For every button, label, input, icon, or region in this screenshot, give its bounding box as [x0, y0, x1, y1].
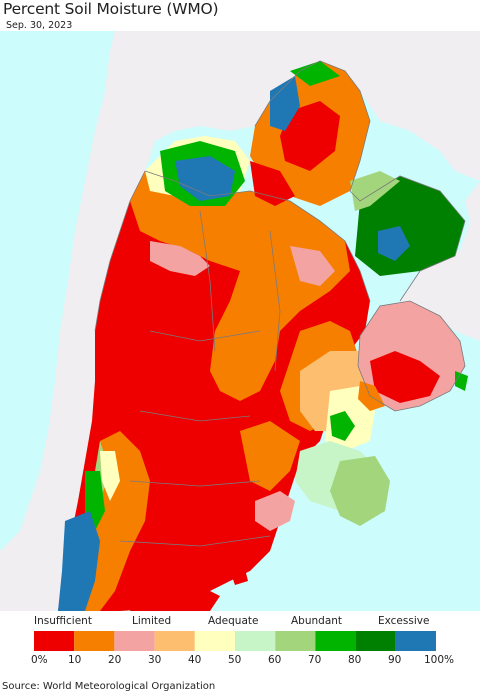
legend-label-excessive: Excessive: [378, 615, 430, 627]
legend-swatch: [355, 631, 396, 651]
legend-swatch: [154, 631, 195, 651]
region-orange-pampas: [240, 421, 300, 491]
region-orange-north: [130, 171, 350, 401]
legend-tick-7: 70: [308, 654, 322, 666]
region-uruguay-green: [455, 371, 468, 391]
legend-tick-9: 90: [388, 654, 402, 666]
legend-swatch: [34, 631, 75, 651]
source-credit: Source: World Meteorological Organizatio…: [2, 681, 216, 692]
region-brazil-south-lightgreen: [350, 171, 400, 211]
legend-label-insufficient: Insufficient: [34, 615, 92, 627]
legend-swatch: [74, 631, 115, 651]
region-blue-south: [58, 511, 100, 611]
region-blue-chaco: [175, 156, 235, 201]
region-uruguay-orange: [358, 381, 385, 411]
legend-label-adequate: Adequate: [208, 615, 259, 627]
legend-tick-5: 50: [228, 654, 242, 666]
region-green-coast: [330, 411, 355, 441]
legend-tick-2: 20: [108, 654, 122, 666]
map-title: Percent Soil Moisture (WMO): [3, 0, 219, 18]
region-pink-coast: [255, 491, 295, 531]
map-date: Sep. 30, 2023: [6, 20, 73, 31]
legend-swatch: [235, 631, 276, 651]
legend-tick-0: 0%: [31, 654, 48, 666]
soil-moisture-map: [0, 31, 480, 611]
legend-color-bar: [34, 631, 436, 651]
region-uruguay-red: [370, 351, 440, 403]
legend-tick-8: 80: [348, 654, 362, 666]
region-yellow-south: [100, 451, 120, 501]
legend-tick-10: 100%: [424, 654, 455, 666]
tierra-del-fuego: [130, 586, 220, 611]
region-red-paraguay: [280, 101, 340, 171]
country-borders: [94, 60, 466, 547]
legend-tick-1: 10: [68, 654, 82, 666]
region-midgreen-coast: [330, 456, 390, 526]
outside-land-west: [0, 31, 480, 611]
region-pink-north: [150, 241, 210, 276]
legend-swatch: [194, 631, 235, 651]
legend-swatch: [275, 631, 316, 651]
legend-label-abundant: Abundant: [291, 615, 343, 627]
legend-label-limited: Limited: [132, 615, 172, 627]
legend-tick-3: 30: [148, 654, 162, 666]
region-red-chaco-east: [250, 161, 295, 206]
legend-tick-4: 40: [188, 654, 202, 666]
legend-swatch: [395, 631, 436, 651]
legend-swatch: [315, 631, 356, 651]
legend-swatch: [114, 631, 155, 651]
island-south: [230, 569, 248, 585]
legend-tick-6: 60: [268, 654, 282, 666]
region-brazil-south-blue: [378, 226, 410, 261]
region-green-bolivia-east: [290, 61, 340, 86]
region-pink-mid: [290, 246, 335, 286]
region-blue-bolivia-east: [270, 76, 300, 131]
